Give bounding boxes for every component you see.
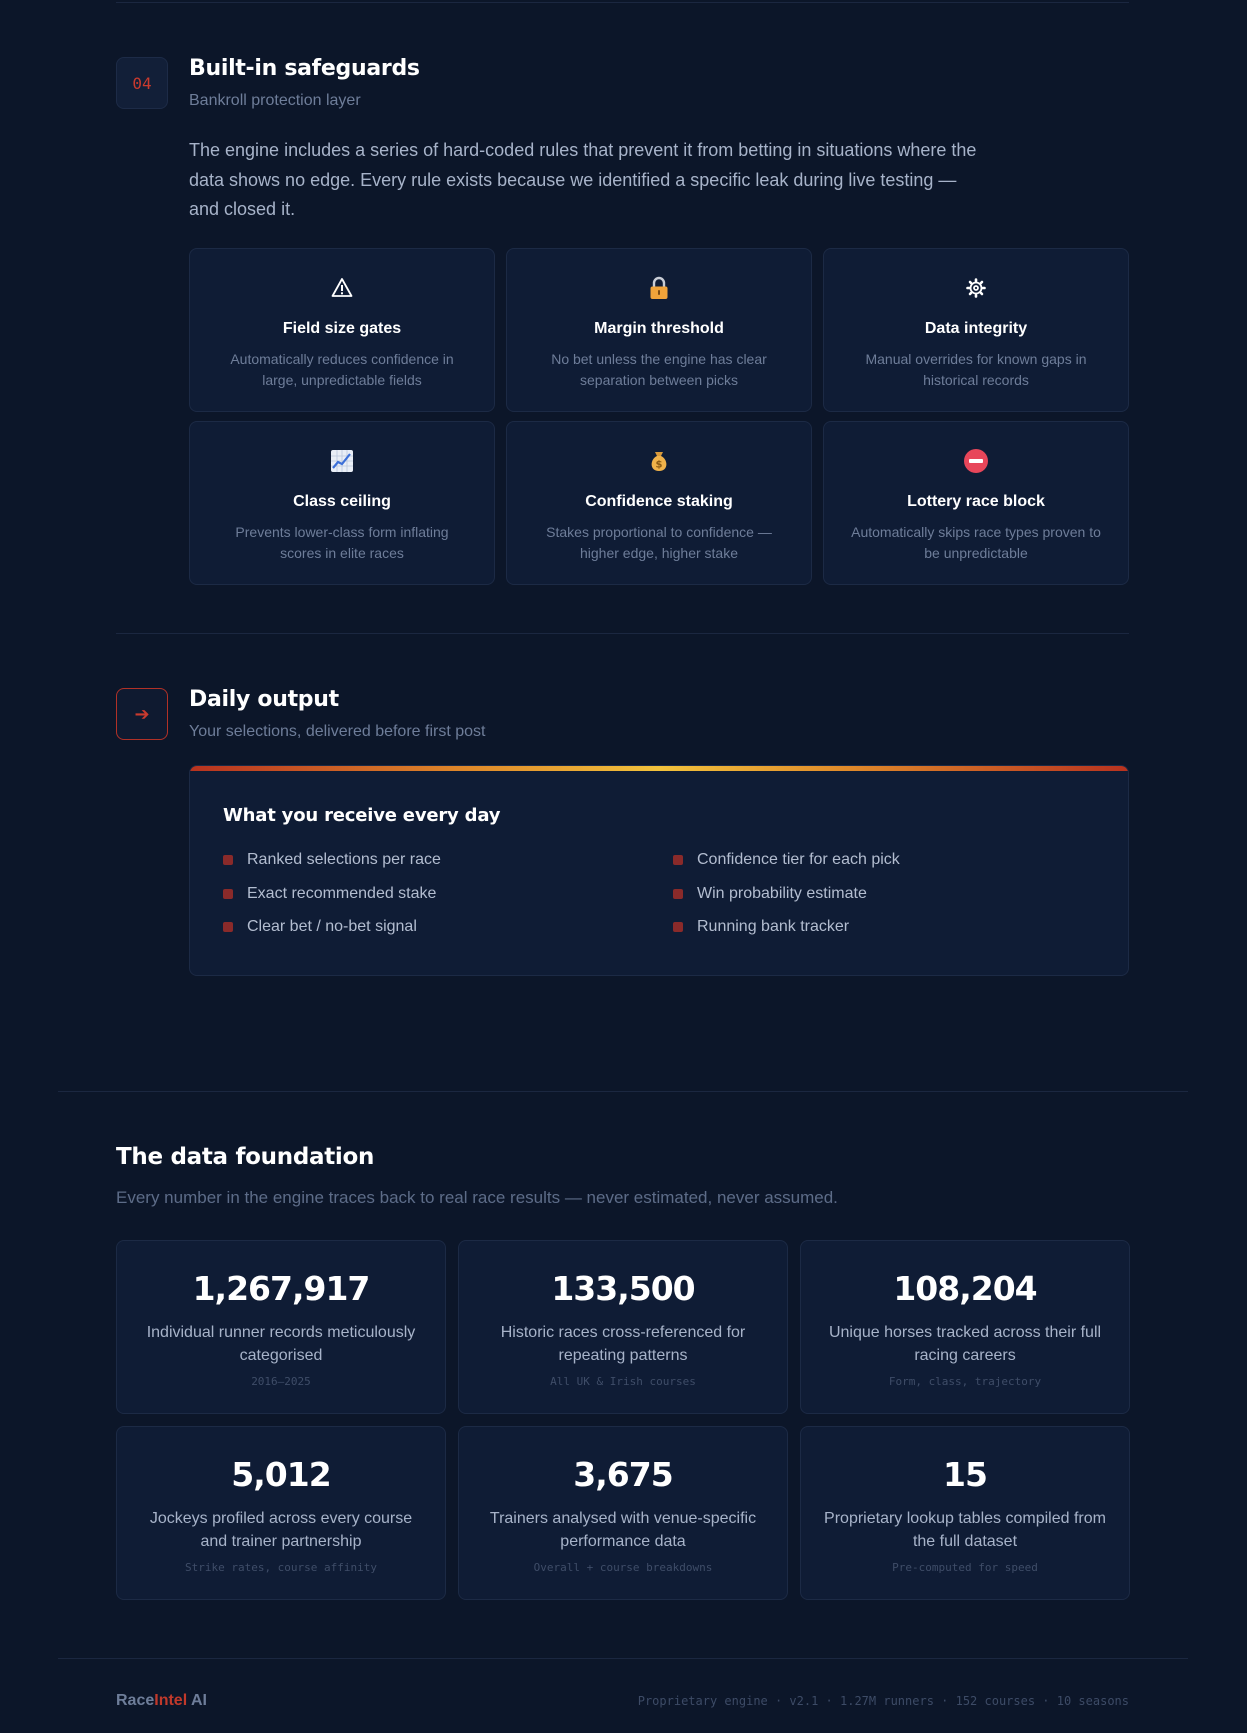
bullet-icon <box>223 922 233 932</box>
section-icon-badge: ➔ <box>116 688 168 740</box>
section-subtitle: Every number in the engine traces back t… <box>116 1188 838 1207</box>
stat-note: Overall + course breakdowns <box>533 1561 713 1574</box>
section-intro: The engine includes a series of hard-cod… <box>189 140 977 219</box>
safeguard-description: Automatically skips race types proven to… <box>851 524 1101 561</box>
safeguard-description: Stakes proportional to confidence — high… <box>546 524 772 561</box>
brand-logo[interactable]: RaceIntel AI <box>116 1692 207 1710</box>
list-item-label: Exact recommended stake <box>247 885 437 902</box>
section-title: Built-in safeguards <box>189 56 420 81</box>
divider <box>116 2 1129 3</box>
stat-card: 3,675 Trainers analysed with venue-speci… <box>458 1426 788 1600</box>
stat-value: 108,204 <box>893 1269 1037 1308</box>
stat-card: 133,500 Historic races cross-referenced … <box>458 1240 788 1414</box>
accent-bar <box>190 766 1128 771</box>
safeguard-title: Margin threshold <box>594 320 724 337</box>
svg-text:$: $ <box>656 460 663 471</box>
stat-value: 133,500 <box>551 1269 695 1308</box>
list-item: Ranked selections per race <box>223 851 441 869</box>
list-item: Clear bet / no-bet signal <box>223 918 417 936</box>
stat-description: Proprietary lookup tables compiled from … <box>824 1510 1106 1550</box>
safeguard-card: Lottery race block Automatically skips r… <box>823 421 1129 585</box>
stat-card: 108,204 Unique horses tracked across the… <box>800 1240 1130 1414</box>
warning-icon <box>190 273 494 303</box>
safeguard-description: Prevents lower-class form inflating scor… <box>235 524 449 561</box>
section-subtitle: Your selections, delivered before first … <box>189 723 486 740</box>
list-item-label: Confidence tier for each pick <box>697 851 900 868</box>
daily-output-card: What you receive every day Ranked select… <box>189 765 1129 976</box>
divider <box>58 1658 1188 1659</box>
safeguard-description: Automatically reduces confidence in larg… <box>230 351 454 388</box>
safeguard-card: Class ceiling Prevents lower-class form … <box>189 421 495 585</box>
footer-meta: Proprietary engine · v2.1 · 1.27M runner… <box>637 1694 1129 1708</box>
no-entry-icon <box>824 446 1128 476</box>
safeguard-card: $ Confidence staking Stakes proportional… <box>506 421 812 585</box>
brand-part: Race <box>116 1692 155 1709</box>
stat-value: 15 <box>943 1455 988 1494</box>
safeguard-title: Class ceiling <box>293 493 391 510</box>
money-bag-icon: $ <box>507 446 811 476</box>
stat-value: 3,675 <box>573 1455 673 1494</box>
list-item-label: Clear bet / no-bet signal <box>247 918 417 935</box>
arrow-right-icon: ➔ <box>134 703 150 725</box>
section-number-badge: 04 <box>116 57 168 109</box>
stat-note: 2016–2025 <box>251 1375 311 1388</box>
stat-note: All UK & Irish courses <box>550 1375 696 1388</box>
chart-icon <box>190 446 494 476</box>
stat-value: 1,267,917 <box>192 1269 371 1308</box>
safeguard-card: Data integrity Manual overrides for know… <box>823 248 1129 412</box>
safeguard-title: Data integrity <box>924 320 1028 337</box>
stat-card: 5,012 Jockeys profiled across every cour… <box>116 1426 446 1600</box>
daily-card-title: What you receive every day <box>223 805 501 826</box>
brand-accent: Intel <box>154 1692 188 1709</box>
bullet-icon <box>223 889 233 899</box>
stat-value: 5,012 <box>231 1455 331 1494</box>
section-title: Daily output <box>189 687 339 712</box>
bullet-icon <box>673 855 683 865</box>
bullet-icon <box>223 855 233 865</box>
list-item-label: Win probability estimate <box>697 885 867 902</box>
list-item-label: Ranked selections per race <box>247 851 441 868</box>
stat-note: Pre-computed for speed <box>892 1561 1038 1574</box>
stat-card: 15 Proprietary lookup tables compiled fr… <box>800 1426 1130 1600</box>
stat-description: Historic races cross-referenced for repe… <box>500 1324 746 1364</box>
divider <box>116 633 1129 634</box>
stat-card: 1,267,917 Individual runner records meti… <box>116 1240 446 1414</box>
section-subtitle: Bankroll protection layer <box>189 92 361 109</box>
stat-description: Individual runner records meticulously c… <box>146 1324 416 1364</box>
safeguard-description: No bet unless the engine has clear separ… <box>551 351 767 388</box>
list-item: Running bank tracker <box>673 918 849 936</box>
bullet-icon <box>673 889 683 899</box>
section-title: The data foundation <box>116 1144 375 1170</box>
lock-icon <box>507 273 811 303</box>
safeguard-title: Lottery race block <box>907 493 1045 510</box>
safeguard-card: Field size gates Automatically reduces c… <box>189 248 495 412</box>
stat-description: Jockeys profiled across every course and… <box>149 1510 413 1550</box>
section-number: 04 <box>132 73 152 93</box>
list-item-label: Running bank tracker <box>697 918 850 935</box>
safeguard-title: Field size gates <box>282 320 402 337</box>
stat-note: Form, class, trajectory <box>888 1375 1042 1388</box>
stat-description: Unique horses tracked across their full … <box>828 1324 1102 1364</box>
safeguard-title: Confidence staking <box>585 493 733 510</box>
safeguard-description: Manual overrides for known gaps in histo… <box>865 351 1087 388</box>
list-item: Exact recommended stake <box>223 885 436 903</box>
bullet-icon <box>673 922 683 932</box>
stat-note: Strike rates, course affinity <box>184 1561 378 1574</box>
gear-icon <box>824 273 1128 303</box>
divider <box>58 1091 1188 1092</box>
safeguard-card: Margin threshold No bet unless the engin… <box>506 248 812 412</box>
list-item: Confidence tier for each pick <box>673 851 900 869</box>
brand-part: AI <box>187 1692 207 1709</box>
list-item: Win probability estimate <box>673 885 867 903</box>
stat-description: Trainers analysed with venue-specific pe… <box>489 1510 757 1550</box>
